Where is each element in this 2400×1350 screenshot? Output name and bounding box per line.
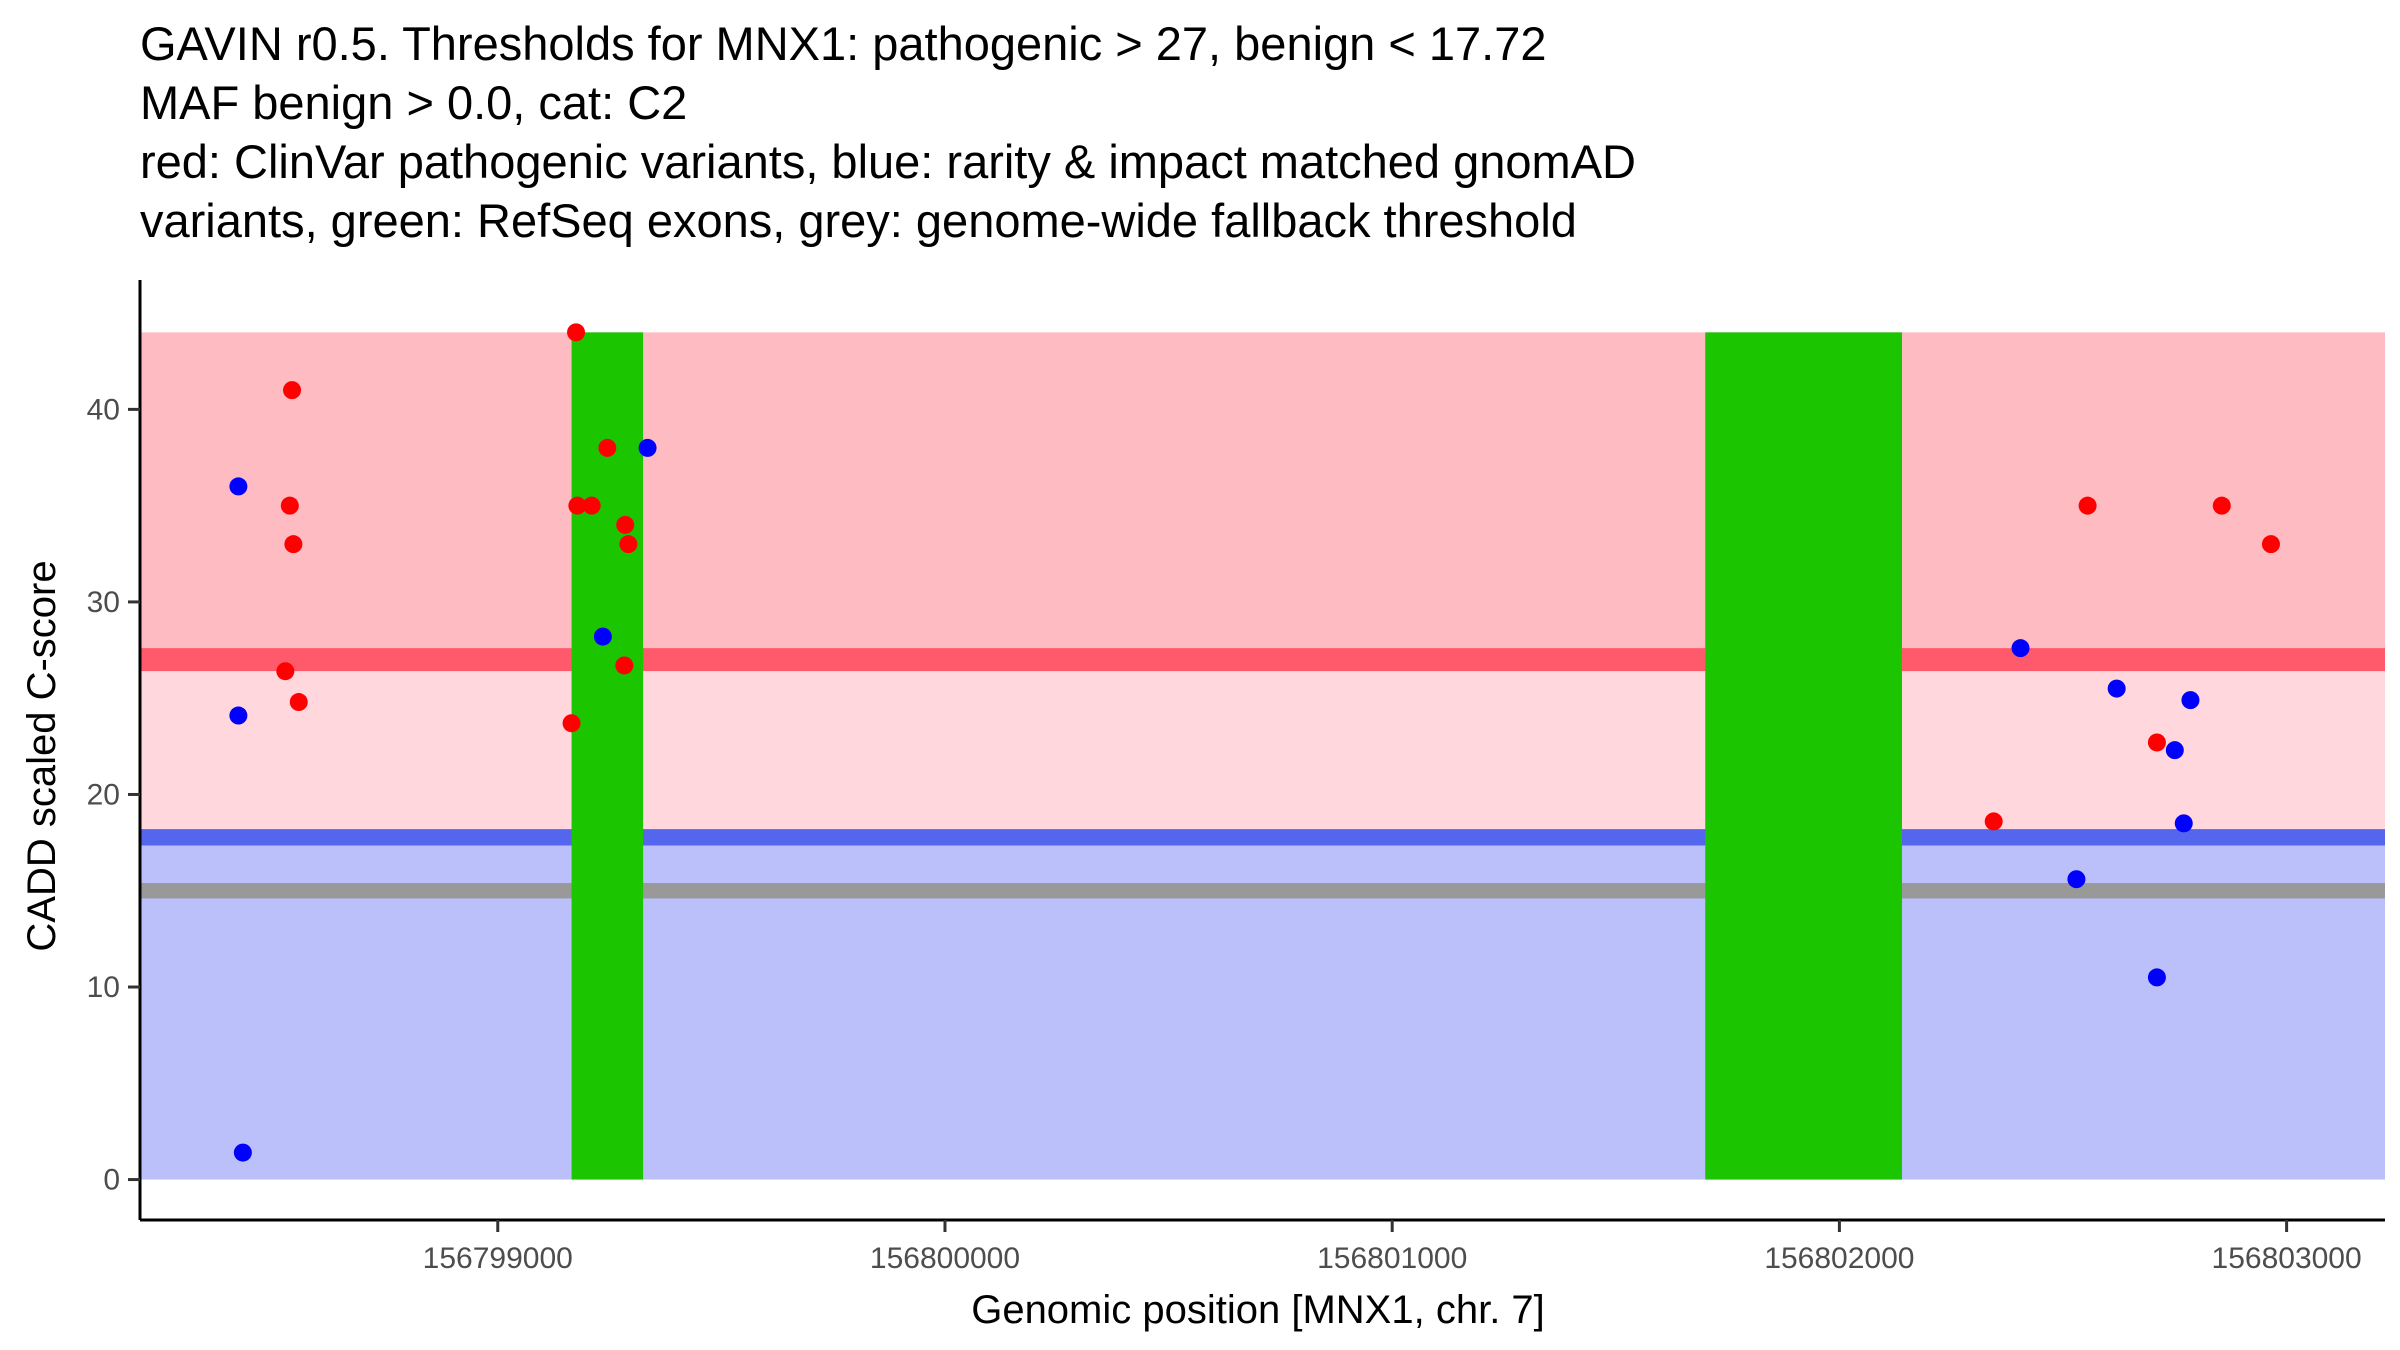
gnomad-point [638, 438, 657, 457]
clinvar-point [276, 662, 295, 681]
clinvar-point [283, 381, 302, 400]
axes [138, 280, 2385, 1222]
y-tick-label: 10 [87, 971, 120, 1004]
clinvar-point [284, 535, 303, 554]
title-line-2: MAF benign > 0.0, cat: C2 [140, 76, 688, 129]
gnomad-point [2067, 870, 2086, 889]
clinvar-point [280, 496, 299, 515]
x-axis-title: Genomic position [MNX1, chr. 7] [971, 1288, 1545, 1332]
x-tick-label: 156799000 [423, 1242, 573, 1275]
title-line-1: GAVIN r0.5. Thresholds for MNX1: pathoge… [140, 17, 1547, 70]
gnomad-point [2181, 691, 2200, 710]
y-axis-title: CADD scaled C-score [20, 560, 64, 951]
gnomad-point [233, 1143, 252, 1162]
variant-points [229, 323, 2280, 1162]
pathogenic-region-band [140, 332, 2385, 660]
clinvar-point [2078, 496, 2097, 515]
clinvar-point [562, 714, 581, 733]
exon-regions [571, 332, 1903, 1180]
clinvar-point [1984, 812, 2003, 831]
gnomad-point [2011, 639, 2030, 658]
exon-rect-2 [1705, 332, 1903, 1180]
x-tick-label: 156802000 [1764, 1242, 1914, 1275]
clinvar-point [2261, 535, 2280, 554]
threshold-bands [140, 332, 2385, 1180]
exon-rect-1 [571, 332, 644, 1180]
x-tick-label: 156800000 [870, 1242, 1020, 1275]
clinvar-point [2147, 733, 2166, 752]
clinvar-point [568, 496, 587, 515]
intermediate-region-band [140, 671, 2385, 839]
clinvar-point [619, 535, 638, 554]
chart-title: GAVIN r0.5. Thresholds for MNX1: pathoge… [140, 14, 1636, 250]
gnomad-point [229, 477, 248, 496]
y-tick-label: 20 [87, 778, 120, 811]
y-tick-label: 40 [87, 393, 120, 426]
gnomad-point [2165, 741, 2184, 760]
clinvar-point [615, 656, 634, 675]
x-tick-label: 156801000 [1317, 1242, 1467, 1275]
clinvar-point [289, 693, 308, 712]
clinvar-point [567, 323, 586, 342]
x-axis-ticks: 156799000 156800000 156801000 156802000 1568… [423, 1220, 2362, 1275]
title-line-4: variants, green: RefSeq exons, grey: gen… [140, 194, 1577, 247]
pathogenic-threshold-band [140, 648, 2385, 672]
x-tick-label: 156803000 [2212, 1242, 2362, 1275]
gnomad-point [593, 627, 612, 646]
fallback-threshold-band [140, 883, 2385, 899]
clinvar-point [2212, 496, 2231, 515]
clinvar-point [598, 438, 617, 457]
gnomad-point [2107, 679, 2126, 698]
benign-threshold-band [140, 829, 2385, 846]
gnomad-point [2174, 814, 2193, 833]
y-tick-label: 0 [103, 1164, 120, 1197]
title-line-3: red: ClinVar pathogenic variants, blue: … [140, 135, 1636, 188]
y-axis-ticks: 0 10 20 30 40 [87, 393, 140, 1197]
gnomad-point [2147, 968, 2166, 987]
clinvar-point [616, 515, 635, 534]
clinvar-point [582, 496, 601, 515]
gnomad-point [229, 706, 248, 725]
y-tick-label: 30 [87, 586, 120, 619]
benign-region-band [140, 845, 2385, 1180]
